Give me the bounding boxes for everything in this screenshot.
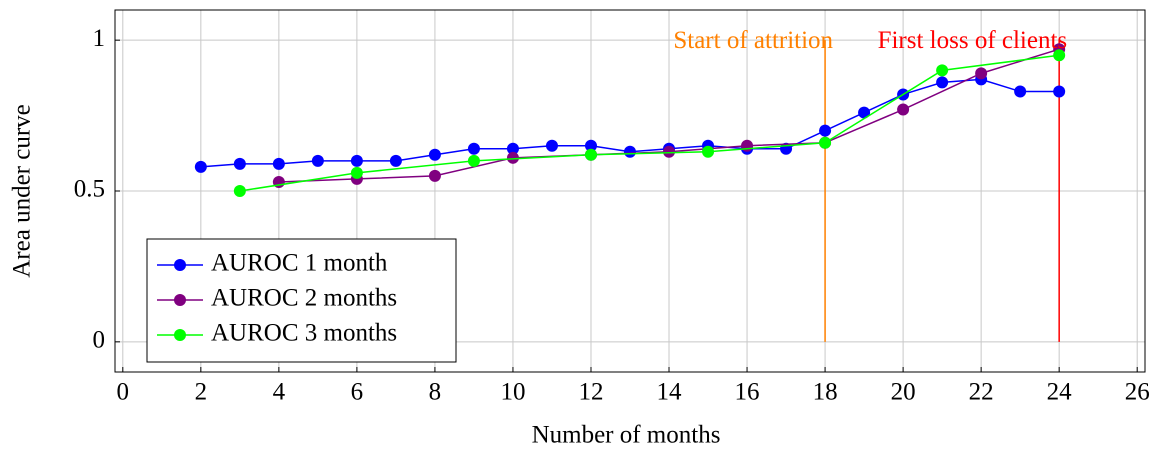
x-tick-label: 18 bbox=[813, 379, 838, 406]
legend-label: AUROC 3 months bbox=[211, 320, 397, 347]
data-point bbox=[819, 124, 832, 137]
data-point bbox=[545, 139, 558, 152]
data-point bbox=[194, 160, 207, 173]
data-point bbox=[858, 106, 871, 119]
data-point bbox=[506, 142, 519, 155]
x-axis-label: Number of months bbox=[532, 422, 721, 449]
data-point bbox=[389, 154, 402, 167]
data-point bbox=[233, 185, 246, 197]
data-point bbox=[584, 148, 597, 161]
legend-marker bbox=[174, 329, 186, 341]
legend-label: AUROC 1 month bbox=[211, 250, 388, 277]
x-tick-label: 10 bbox=[500, 379, 525, 406]
data-point bbox=[1014, 85, 1027, 98]
x-tick-label: 26 bbox=[1125, 379, 1150, 406]
y-tick-label: 0.5 bbox=[74, 176, 105, 203]
data-point bbox=[741, 139, 754, 152]
x-tick-label: 22 bbox=[969, 379, 994, 406]
series-line bbox=[239, 54, 1060, 192]
plot-frame bbox=[114, 9, 1146, 373]
x-tick-label: 6 bbox=[351, 379, 364, 406]
x-tick-label: 4 bbox=[273, 379, 286, 406]
data-point bbox=[975, 67, 988, 80]
x-tick-label: 12 bbox=[578, 379, 603, 406]
data-point bbox=[467, 154, 480, 167]
data-point bbox=[702, 145, 715, 158]
legend-marker bbox=[174, 294, 186, 306]
x-tick-label: 2 bbox=[195, 379, 208, 406]
data-point bbox=[936, 76, 949, 89]
data-point bbox=[428, 169, 441, 182]
x-tick-label: 16 bbox=[735, 379, 760, 406]
data-point bbox=[936, 64, 949, 77]
x-tick-label: 24 bbox=[1047, 379, 1073, 406]
x-tick-label: 8 bbox=[429, 379, 442, 406]
data-point bbox=[584, 139, 597, 152]
data-point bbox=[506, 151, 519, 164]
data-point bbox=[350, 166, 363, 179]
x-tick-label: 0 bbox=[117, 379, 130, 406]
annotation-label: Start of attrition bbox=[673, 27, 833, 54]
y-tick-label: 0 bbox=[93, 327, 106, 354]
data-point bbox=[663, 145, 676, 158]
x-tick-label: 20 bbox=[891, 379, 916, 406]
data-point bbox=[1053, 49, 1066, 62]
data-point bbox=[1053, 85, 1066, 98]
data-point bbox=[350, 154, 363, 167]
y-tick-label: 1 bbox=[93, 25, 106, 52]
legend-label: AUROC 2 months bbox=[211, 285, 397, 312]
x-tick-label: 14 bbox=[657, 379, 683, 406]
data-point bbox=[428, 148, 441, 161]
data-point bbox=[272, 157, 285, 170]
legend-marker bbox=[174, 259, 186, 271]
data-point bbox=[624, 145, 636, 158]
data-point bbox=[233, 157, 246, 170]
data-point bbox=[819, 136, 832, 149]
data-point bbox=[311, 154, 324, 167]
y-axis-label: Area under curve bbox=[9, 104, 36, 278]
annotation-label: First loss of clients bbox=[878, 27, 1068, 54]
data-point bbox=[467, 142, 480, 155]
data-point bbox=[897, 103, 910, 116]
